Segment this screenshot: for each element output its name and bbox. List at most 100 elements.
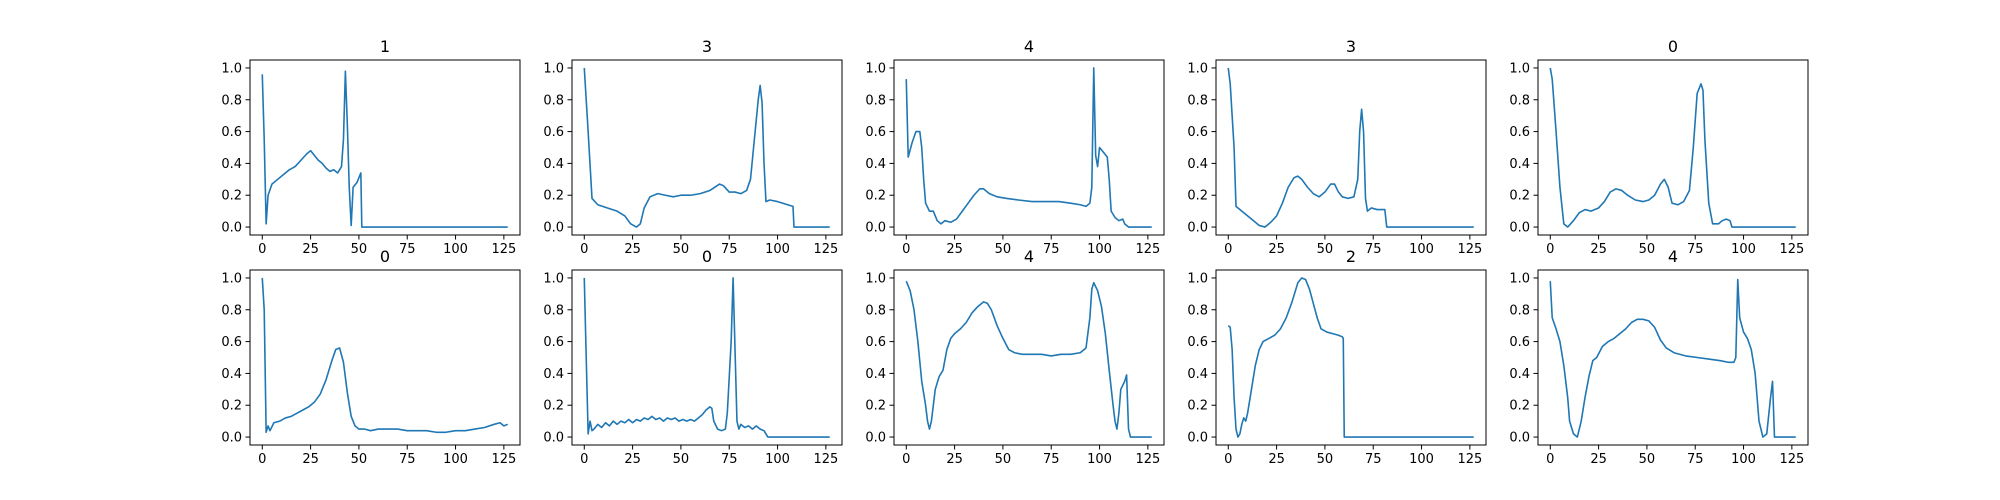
x-tick-label: 125	[1779, 242, 1804, 257]
y-tick-label: 0.4	[221, 367, 242, 382]
x-tick-label: 50	[1317, 242, 1334, 257]
x-tick-label: 75	[1043, 452, 1060, 467]
x-tick-label: 50	[1317, 452, 1334, 467]
y-tick-label: 0.8	[865, 303, 886, 318]
y-tick-label: 0.2	[1509, 399, 1530, 414]
y-tick-label: 0.2	[221, 189, 242, 204]
y-tick-label: 0.4	[1187, 367, 1208, 382]
series-line	[261, 277, 509, 434]
axes-frame	[249, 269, 521, 446]
series-line	[905, 67, 1152, 228]
y-tick-label: 0.0	[543, 221, 564, 236]
y-tick-label: 1.0	[1187, 271, 1208, 286]
y-tick-label: 1.0	[865, 61, 886, 76]
x-tick-label: 50	[673, 242, 690, 257]
x-tick-label: 75	[1365, 242, 1382, 257]
y-tick-label: 0.0	[1509, 221, 1530, 236]
y-tick-label: 0.0	[221, 431, 242, 446]
y-tick-label: 1.0	[221, 271, 242, 286]
subplot-3: 0 25 50 75 100 125 0.0 0.2 0.4 0.6 0.8 1.0 4	[865, 37, 1165, 257]
x-tick-label: 50	[673, 452, 690, 467]
subplot-title: 0	[702, 247, 712, 266]
subplot-title: 0	[380, 247, 390, 266]
y-tick-label: 0.0	[543, 431, 564, 446]
subplot-2: 0 25 50 75 100 125 0.0 0.2 0.4 0.6 0.8 1.0 3	[543, 37, 843, 257]
y-tick-label: 0.8	[1509, 303, 1530, 318]
y-tick-label: 1.0	[543, 61, 564, 76]
x-tick-label: 125	[1135, 242, 1160, 257]
subplot-title: 3	[1346, 37, 1356, 56]
y-tick-label: 0.4	[543, 157, 564, 172]
x-tick-label: 25	[946, 452, 963, 467]
series-line	[905, 280, 1152, 438]
y-tick-label: 0.6	[543, 125, 564, 140]
x-tick-label: 125	[491, 242, 516, 257]
subplot-9: 0 25 50 75 100 125 0.0 0.2 0.4 0.6 0.8 1.0 2	[1187, 247, 1487, 467]
axes-frame	[893, 269, 1165, 446]
x-tick-label: 0	[580, 242, 588, 257]
y-tick-label: 0.4	[1187, 157, 1208, 172]
x-tick-label: 25	[1268, 452, 1285, 467]
y-tick-label: 0.6	[1509, 125, 1530, 140]
x-tick-label: 75	[1365, 452, 1382, 467]
x-tick-label: 100	[1409, 452, 1434, 467]
x-tick-label: 0	[1224, 242, 1232, 257]
y-tick-label: 1.0	[1187, 61, 1208, 76]
y-tick-label: 0.0	[1509, 431, 1530, 446]
y-tick-label: 0.6	[1187, 335, 1208, 350]
axes-frame	[571, 59, 843, 236]
x-tick-label: 0	[902, 452, 910, 467]
y-tick-label: 0.6	[865, 125, 886, 140]
y-tick-label: 0.4	[1509, 367, 1530, 382]
series-line	[261, 70, 508, 228]
x-tick-label: 25	[1268, 242, 1285, 257]
x-tick-label: 125	[1135, 452, 1160, 467]
x-tick-label: 125	[1457, 452, 1482, 467]
x-tick-label: 25	[624, 242, 641, 257]
y-tick-label: 0.8	[1509, 93, 1530, 108]
y-tick-label: 0.6	[1509, 335, 1530, 350]
y-tick-label: 0.2	[1187, 399, 1208, 414]
x-tick-label: 100	[765, 452, 790, 467]
y-tick-label: 0.2	[865, 189, 886, 204]
x-tick-label: 50	[1639, 242, 1656, 257]
x-tick-label: 0	[580, 452, 588, 467]
y-tick-label: 1.0	[543, 271, 564, 286]
subplot-5: 0 25 50 75 100 125 0.0 0.2 0.4 0.6 0.8 1.0 0	[1509, 37, 1809, 257]
x-tick-label: 75	[1687, 242, 1704, 257]
y-tick-label: 0.8	[1187, 303, 1208, 318]
y-tick-label: 0.4	[543, 367, 564, 382]
x-tick-label: 75	[721, 452, 738, 467]
y-tick-label: 0.2	[221, 399, 242, 414]
y-tick-label: 0.2	[1509, 189, 1530, 204]
x-tick-label: 75	[1687, 452, 1704, 467]
x-tick-label: 50	[1639, 452, 1656, 467]
x-tick-label: 0	[1224, 452, 1232, 467]
y-tick-label: 0.4	[865, 367, 886, 382]
y-tick-label: 0.8	[543, 93, 564, 108]
series-line	[1227, 277, 1474, 438]
x-tick-label: 0	[1546, 452, 1554, 467]
x-tick-label: 25	[624, 452, 641, 467]
subplot-title: 4	[1668, 247, 1678, 266]
y-tick-label: 0.8	[543, 303, 564, 318]
y-tick-label: 0.0	[865, 221, 886, 236]
y-tick-label: 0.2	[865, 399, 886, 414]
series-line	[1227, 67, 1474, 228]
x-tick-label: 75	[399, 242, 416, 257]
subplot-title: 4	[1024, 247, 1034, 266]
y-tick-label: 0.6	[221, 125, 242, 140]
y-tick-label: 0.0	[221, 221, 242, 236]
axes-frame	[1215, 59, 1487, 236]
x-tick-label: 25	[302, 452, 319, 467]
y-tick-label: 0.0	[865, 431, 886, 446]
axes-frame	[249, 59, 521, 236]
x-tick-label: 0	[902, 242, 910, 257]
y-tick-label: 1.0	[221, 61, 242, 76]
x-tick-label: 100	[1731, 452, 1756, 467]
x-tick-label: 125	[813, 452, 838, 467]
x-tick-label: 75	[1043, 242, 1060, 257]
x-tick-label: 0	[258, 452, 266, 467]
x-tick-label: 125	[1779, 452, 1804, 467]
subplot-title: 4	[1024, 37, 1034, 56]
